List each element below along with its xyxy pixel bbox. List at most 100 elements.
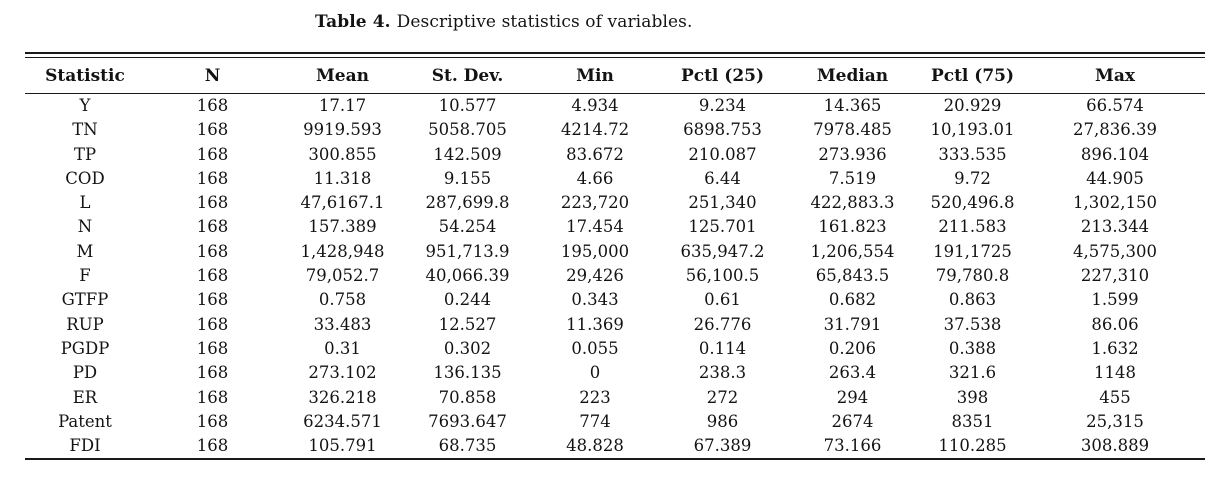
table-cell: 1,302,150 (1073, 193, 1157, 213)
table-cell: 40,066.39 (425, 266, 510, 286)
row-label: ER (72, 387, 98, 407)
table-cell: 0.388 (948, 338, 997, 358)
table-cell: 195,000 (560, 241, 630, 261)
table-row: ER 168 326.218 70.858 223 272 294 398 455 (25, 386, 1205, 410)
table-cell: 273.102 (308, 363, 377, 383)
row-label: Y (79, 96, 91, 115)
table-cell: 0.31 (324, 338, 361, 358)
table-cell: 48.828 (566, 436, 624, 456)
caption-label: Table 4. (315, 12, 391, 32)
table-cell: 9.234 (698, 96, 747, 115)
table-cell: 79,052.7 (305, 266, 380, 286)
table-cell: 0.758 (318, 290, 367, 310)
table-cell: 210.087 (688, 144, 757, 164)
table-cell: 70.858 (438, 387, 497, 407)
table-cell: 213.344 (1080, 217, 1150, 237)
table-cell: 10,193.01 (930, 120, 1015, 140)
table-cell: 774 (579, 411, 611, 431)
table-row: TN 168 9919.593 5058.705 4214.72 6898.753 7978… (25, 118, 1205, 142)
table-row: F 168 79,052.7 40,066.39 29,426 56,100.5 65,84… (25, 264, 1205, 288)
table-cell: 168 (196, 96, 229, 115)
table-row: TP 168 300.855 142.509 83.672 210.087 273.936 3… (25, 143, 1205, 167)
table-row: Y 168 17.17 10.577 4.934 9.234 14.365 20.929 66.… (25, 94, 1205, 119)
table-caption: Table 4. Descriptive statistics of variab… (315, 12, 692, 32)
table-row: COD 168 11.318 9.155 4.66 6.44 7.519 9.72 44.905 (25, 167, 1205, 191)
table-cell: 308.889 (1080, 436, 1150, 456)
column-header: St. Dev. (405, 58, 530, 94)
table-cell: 168 (196, 387, 229, 407)
table-cell: 168 (196, 363, 229, 383)
table-cell: 2674 (831, 411, 874, 431)
table-cell: 6898.753 (683, 120, 762, 140)
table-cell: 33.483 (313, 314, 372, 334)
table-cell: 168 (196, 411, 229, 431)
table-cell: 14.365 (823, 96, 882, 115)
table-cell: 273.936 (818, 144, 887, 164)
row-label: COD (65, 168, 105, 188)
table-row: PD 168 273.102 136.135 0 238.3 263.4 321.6 1148 (25, 361, 1205, 385)
table-cell: 0.302 (443, 338, 492, 358)
table-cell: 1148 (1094, 363, 1136, 383)
caption-text: Descriptive statistics of variables. (396, 12, 693, 32)
table-cell: 27,836.39 (1073, 120, 1157, 140)
table-cell: 294 (836, 387, 869, 407)
row-label: N (77, 217, 93, 237)
table-cell: 455 (1099, 387, 1131, 407)
table-row: M 168 1,428,948 951,713.9 195,000 635,947.2 1,… (25, 240, 1205, 264)
table-cell: 191,1725 (933, 241, 1012, 261)
table-cell: 238.3 (698, 363, 747, 383)
table-cell: 136.135 (433, 363, 502, 383)
table-cell: 5058.705 (428, 120, 507, 140)
table-cell: 0.863 (948, 290, 997, 310)
table-cell: 4,575,300 (1073, 241, 1157, 261)
table-cell: 287,699.8 (425, 193, 510, 213)
row-label: Patent (58, 411, 112, 431)
column-header: Median (785, 58, 920, 94)
table-cell: 73.166 (823, 436, 882, 456)
table-cell: 29,426 (566, 266, 624, 286)
row-label: FDI (69, 436, 101, 456)
table-cell: 25,315 (1086, 411, 1144, 431)
table-cell: 47,6167.1 (300, 193, 385, 213)
table-cell: 223,720 (560, 193, 630, 213)
table-cell: 9919.593 (303, 120, 382, 140)
table-cell: 211.583 (938, 217, 1007, 237)
table-cell: 951,713.9 (425, 241, 510, 261)
table-cell: 83.672 (566, 144, 624, 164)
table-cell: 168 (196, 266, 229, 286)
column-header: Pctl (25) (660, 58, 785, 94)
stats-table: Statistic N Mean St. Dev. Min Pctl (25) Median… (25, 58, 1205, 461)
table-cell: 12.527 (438, 314, 497, 334)
table-cell: 65,843.5 (815, 266, 890, 286)
table-cell: 79,780.8 (935, 266, 1010, 286)
table-cell: 168 (196, 241, 229, 261)
table-cell: 6234.571 (303, 411, 382, 431)
table-cell: 227,310 (1080, 266, 1150, 286)
table-cell: 1.599 (1091, 290, 1139, 310)
table-cell: 272 (706, 387, 739, 407)
table-header: Statistic N Mean St. Dev. Min Pctl (25) Median… (25, 58, 1205, 94)
table-body: Y 168 17.17 10.577 4.934 9.234 14.365 20.929 66.… (25, 94, 1205, 460)
table-cell: 333.535 (938, 144, 1007, 164)
table-cell: 110.285 (938, 436, 1007, 456)
table-cell: 26.776 (693, 314, 752, 334)
table-cell: 0.343 (571, 290, 619, 310)
column-header: Max (1025, 58, 1205, 94)
table-cell: 142.509 (433, 144, 502, 164)
table-cell: 168 (196, 217, 229, 237)
table-cell: 11.369 (566, 314, 624, 334)
row-label: PD (72, 363, 98, 383)
row-label: RUP (66, 314, 104, 334)
table-cell: 168 (196, 290, 229, 310)
table-cell: 422,883.3 (810, 193, 895, 213)
table-cell: 635,947.2 (680, 241, 765, 261)
table-cell: 326.218 (308, 387, 377, 407)
table-cell: 0.61 (704, 290, 741, 310)
table-container: Statistic N Mean St. Dev. Min Pctl (25) Median… (25, 52, 1205, 461)
table-cell: 105.791 (308, 436, 377, 456)
table-cell: 896.104 (1080, 144, 1150, 164)
row-label: L (79, 193, 91, 213)
column-header: Mean (280, 58, 405, 94)
column-header: Pctl (75) (920, 58, 1025, 94)
